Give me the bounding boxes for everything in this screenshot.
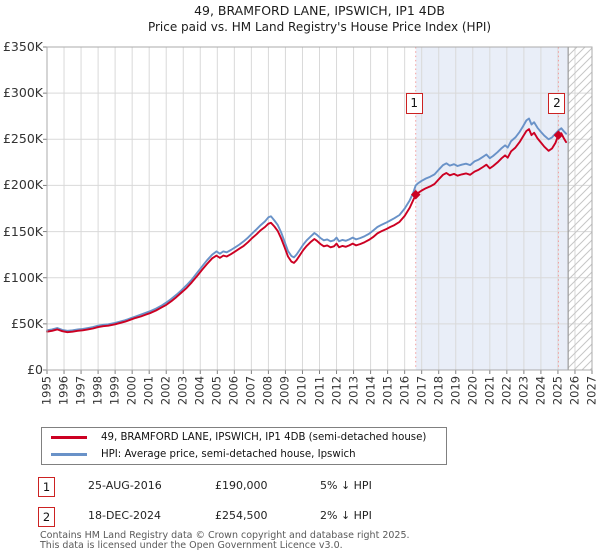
x-tick-label: 2004 bbox=[192, 375, 207, 406]
between-sales-shade bbox=[415, 47, 569, 370]
x-tick-label: 2010 bbox=[294, 375, 309, 406]
transaction-vs-hpi: 5% ↓ HPI bbox=[320, 479, 372, 492]
transaction-ref-badge: 2 bbox=[38, 507, 55, 527]
sale-point-diamond bbox=[553, 130, 564, 140]
x-tick-label: 2007 bbox=[243, 375, 258, 406]
x-tick-label: 2024 bbox=[533, 375, 548, 406]
copyright-line: Contains HM Land Registry data © Crown c… bbox=[40, 530, 410, 541]
x-tick-label: 2012 bbox=[329, 375, 344, 406]
y-tick-label: £300K bbox=[2, 85, 43, 101]
sale-marker-label-1: 1 bbox=[405, 93, 423, 114]
x-tick-label: 2016 bbox=[397, 375, 412, 406]
x-tick-label: 2017 bbox=[414, 375, 429, 406]
future-hatch-region bbox=[568, 47, 592, 370]
plot-area bbox=[43, 46, 593, 374]
legend-label-hpi: HPI: Average price, semi-detached house,… bbox=[101, 449, 356, 460]
y-tick-label: £350K bbox=[2, 39, 43, 54]
x-tick-label: 1999 bbox=[107, 375, 122, 406]
series-line-property bbox=[46, 128, 568, 334]
x-tick-label: 1995 bbox=[39, 375, 54, 406]
x-tick-label: 2008 bbox=[260, 375, 275, 406]
property-line-swatch bbox=[51, 436, 87, 439]
x-tick-label: 2020 bbox=[465, 375, 480, 406]
x-tick-label: 2021 bbox=[482, 375, 497, 406]
plot-border bbox=[46, 46, 593, 371]
x-tick-label: 2002 bbox=[158, 375, 173, 406]
x-tick-label: 1997 bbox=[73, 375, 88, 406]
x-tick-label: 2001 bbox=[141, 375, 156, 406]
x-tick-label: 2013 bbox=[346, 375, 361, 406]
transaction-date: 25-AUG-2016 bbox=[88, 479, 162, 492]
x-tick-label: 2011 bbox=[312, 375, 326, 406]
x-tick-label: 2022 bbox=[499, 375, 514, 406]
hpi-line-swatch bbox=[51, 453, 87, 456]
page-subtitle: Price paid vs. HM Land Registry's House … bbox=[147, 20, 492, 34]
legend: 49, BRAMFORD LANE, IPSWICH, IP1 4DB (sem… bbox=[41, 427, 447, 465]
x-tick-label: 2019 bbox=[448, 375, 463, 406]
legend-label-property: 49, BRAMFORD LANE, IPSWICH, IP1 4DB (sem… bbox=[101, 432, 427, 443]
transaction-vs-hpi: 2% ↓ HPI bbox=[320, 509, 372, 522]
transaction-ref-badge: 1 bbox=[38, 477, 55, 497]
sale-point-diamond bbox=[410, 189, 421, 200]
licence-line: This data is licensed under the Open Gov… bbox=[40, 540, 343, 551]
x-tick-label: 1996 bbox=[56, 375, 71, 406]
x-tick-label: 2018 bbox=[431, 375, 446, 406]
y-tick-label: £200K bbox=[2, 177, 43, 193]
legend-item-property: 49, BRAMFORD LANE, IPSWICH, IP1 4DB (sem… bbox=[42, 429, 446, 446]
x-tick-label: 2025 bbox=[550, 375, 565, 406]
transaction-price: £254,500 bbox=[215, 509, 268, 522]
series-line-hpi bbox=[46, 117, 568, 332]
x-tick-label: 2027 bbox=[584, 375, 599, 406]
x-tick-label: 2003 bbox=[175, 375, 190, 406]
x-tick-label: 2000 bbox=[124, 375, 139, 406]
x-tick-label: 2009 bbox=[277, 375, 292, 406]
y-tick-label: £250K bbox=[2, 131, 43, 147]
transaction-price: £190,000 bbox=[215, 479, 268, 492]
legend-item-hpi: HPI: Average price, semi-detached house,… bbox=[42, 446, 446, 463]
x-tick-label: 2014 bbox=[363, 375, 378, 406]
y-tick-label: £50K bbox=[10, 315, 43, 331]
y-tick-label: £100K bbox=[2, 269, 43, 285]
x-tick-label: 2006 bbox=[226, 375, 241, 406]
transaction-date: 18-DEC-2024 bbox=[88, 509, 162, 522]
y-tick-label: £0 bbox=[27, 362, 43, 377]
y-tick-label: £150K bbox=[2, 223, 43, 239]
x-tick-label: 2005 bbox=[209, 375, 224, 406]
page-title: 49, BRAMFORD LANE, IPSWICH, IP1 4DB bbox=[194, 3, 445, 18]
x-tick-label: 1998 bbox=[90, 375, 105, 406]
sale-marker-label-2: 2 bbox=[548, 93, 566, 114]
x-tick-label: 2015 bbox=[380, 375, 395, 406]
x-tick-label: 2023 bbox=[516, 375, 531, 406]
x-tick-label: 2026 bbox=[567, 375, 582, 406]
